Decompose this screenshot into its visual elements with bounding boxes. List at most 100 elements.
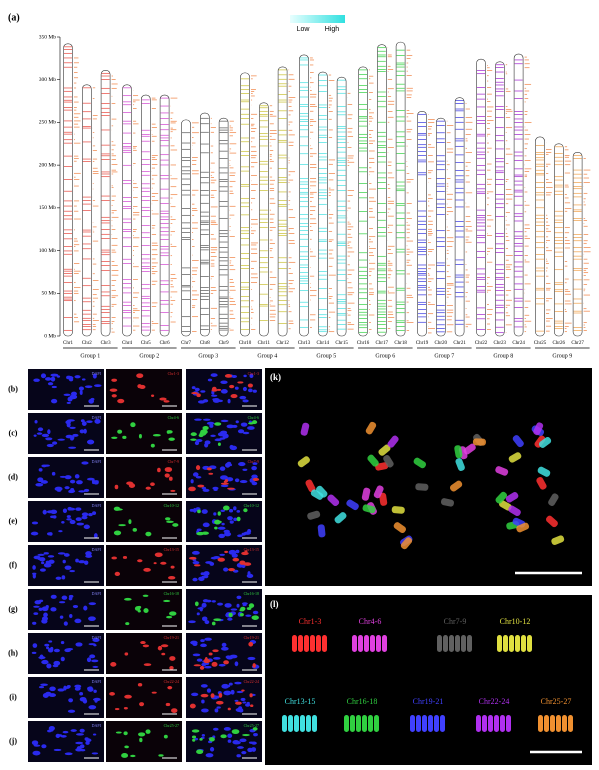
karyotype-chromosome [352,635,357,652]
karyotype-chromosome [282,715,287,732]
chromosome-spot [234,681,242,685]
chromosome-spot [213,618,222,622]
chromosome-spot [229,445,238,451]
chromosome-spot [48,693,56,698]
metaphase-chromosome [307,510,321,520]
metaphase-chromosome [505,492,519,503]
chromosome-spot [124,694,132,699]
chromosome-spot [114,484,119,490]
chromosome-spot [200,639,205,643]
chromosome-spot [192,577,198,582]
chromosome-spot [115,731,122,734]
chromosome-spot [67,506,73,511]
group-label: Group 5 [316,353,336,359]
chromosome [181,119,191,337]
karyotype-chromosome [455,635,460,652]
chromosome-spot [200,693,209,698]
chromosome-spot [136,373,144,379]
chromosome-spot [237,534,243,538]
chromosome-spot [223,727,231,731]
chromosome-spot [230,608,238,611]
chromosome-spot [43,552,49,555]
chromosome-spot [202,488,210,492]
chromosome-spot [227,733,233,738]
chromosome-spot [197,400,206,404]
chromosome-spot [32,573,36,579]
legend-gradient [290,15,345,23]
chromosome-spot [235,701,242,705]
chromosome-spot [247,656,256,661]
chromosome-spot [40,480,48,484]
chromosome-spot [201,509,208,514]
chromosome-spot [75,558,79,563]
chromosome-label: Chr25 [534,341,547,346]
chromosome-spot [51,471,56,476]
karyotype-chromosome [288,715,293,732]
chromosome-spot [201,616,208,622]
chromosome-spot [227,739,232,743]
chromosome-spot [47,555,55,558]
chromosome-spot [217,399,223,403]
metaphase-chromosome [383,455,394,468]
karyotype-chromosome [550,715,555,732]
chromosome-spot [69,569,76,573]
chromosome-spot [114,707,120,711]
karyotype-chromosome [482,715,487,732]
metaphase-chromosome [378,444,391,456]
karyotype-chromosome [434,715,439,732]
karyotype-chromosome [358,635,363,652]
chromosome-spot [226,461,232,466]
chromosome-spot [249,693,253,698]
image-label: DAPI [92,503,102,508]
chromosome-spot [234,699,239,702]
chromosome-spot [55,576,62,580]
chromosome-spot [143,663,152,667]
chromosome-spot [57,688,65,692]
chromosome-spot [31,740,39,746]
karyotype-label: Chr22-24 [479,697,510,706]
metaphase-chromosome [536,477,547,490]
chromosome-spot [33,605,40,608]
chromosome-spot [194,387,200,392]
metaphase-chromosome [551,535,565,545]
chromosome [376,44,387,337]
metaphase-chromosome [362,504,376,514]
chromosome-spot [210,373,218,377]
chromosome-spot [220,380,228,384]
chromosome-spot [216,706,221,709]
chromosome-spot [237,381,244,384]
image-label: DAPI [92,371,102,376]
chromosome-spot [86,420,93,424]
chromosome-label: Chr27 [571,341,584,346]
chromosome-spot [152,433,161,437]
chromosome-spot [41,744,47,749]
chromosome-spot [111,556,118,560]
karyotype-chromosome [527,635,532,652]
chromosome-spot [192,561,200,565]
metaphase-chromosome [449,480,463,492]
chromosome-spot [242,603,247,607]
chromosome-spot [193,564,201,567]
chromosome-spot [227,398,231,404]
chromosome-spot [145,531,152,537]
chromosome [258,102,269,337]
chromosome-spot [145,729,151,734]
chromosome-spot [41,433,50,438]
chromosome-spot [93,480,99,483]
chromosome-label: Chr23 [494,341,507,346]
fish-image [106,545,182,586]
chromosome-spot [234,386,239,390]
chromosome-spot [122,556,128,559]
karyotype-chromosome [292,635,297,652]
chromosome-spot [211,394,218,397]
image-label: Chr19-21 [164,635,179,640]
metaphase-chromosome [310,489,324,500]
chromosome-spot [150,482,155,486]
karyotype-label: Chr16-18 [347,697,378,706]
group-label: Group 3 [198,353,218,359]
chromosome-spot [219,437,226,440]
chromosome-spot [236,754,241,758]
chromosome-spot [114,571,121,577]
chromosome-spot [88,705,97,710]
group-label: Group 7 [434,353,454,359]
